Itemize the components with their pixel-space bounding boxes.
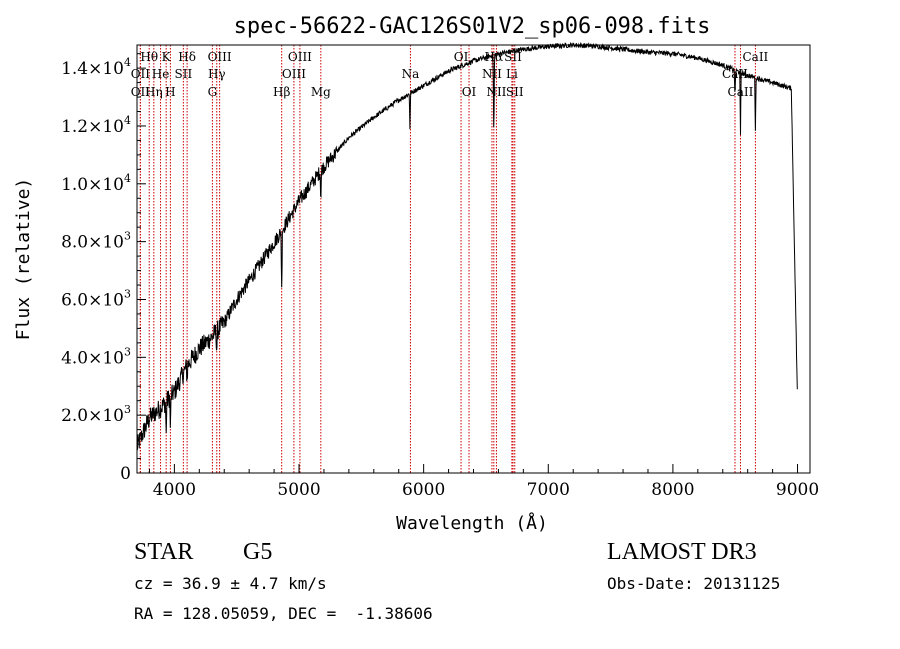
x-tick-label: 9000 bbox=[776, 480, 819, 500]
chart-title: spec-56622-GAC126S01V2_sp06-098.fits bbox=[234, 14, 711, 39]
line-label-oii: OII bbox=[131, 85, 151, 99]
line-label-hδ: Hδ bbox=[178, 50, 196, 64]
line-label-hα: Hα bbox=[485, 50, 504, 64]
line-label-k: K bbox=[162, 50, 172, 64]
y-axis: 0 2.0×103 4.0×103 6.0×103 8.0×103 1.0×104 1.2×… bbox=[61, 53, 146, 484]
line-label-hγ: Hγ bbox=[208, 67, 226, 81]
redshift-value: cz = 36.9 ± 4.7 km/s bbox=[134, 574, 327, 593]
y-tick-label: 0 bbox=[120, 464, 131, 484]
line-label-na: Na bbox=[402, 67, 420, 81]
line-label-caii: CaII bbox=[728, 85, 754, 99]
y-axis-label: Flux (relative) bbox=[13, 178, 34, 341]
x-axis: 4000 5000 6000 7000 8000 9000 bbox=[148, 464, 819, 500]
object-subclass: G5 bbox=[243, 539, 273, 565]
line-label-hη: Hη bbox=[145, 85, 163, 99]
y-tick-label: 1.2×104 bbox=[61, 114, 131, 137]
line-label-sii: SII bbox=[504, 50, 522, 64]
line-label-nii: NII bbox=[482, 67, 502, 81]
line-label-g: G bbox=[208, 85, 218, 99]
line-label-h: H bbox=[165, 85, 175, 99]
y-tick-label: 8.0×103 bbox=[61, 230, 131, 253]
y-tick-label: 1.4×104 bbox=[61, 56, 131, 79]
x-axis-label: Wavelength (Å) bbox=[396, 512, 548, 534]
line-label-he: He bbox=[152, 67, 170, 81]
line-label-nii: NII bbox=[486, 85, 506, 99]
spectrum-line bbox=[136, 41, 798, 451]
y-tick-label: 2.0×103 bbox=[61, 403, 131, 426]
y-tick-label: 1.0×104 bbox=[61, 172, 131, 195]
spectral-line-markers bbox=[139, 45, 756, 473]
y-tick-label: 6.0×103 bbox=[61, 287, 131, 310]
line-label-li: Li bbox=[506, 67, 518, 81]
line-label-oiii: OIII bbox=[208, 50, 232, 64]
line-label-oiii: OIII bbox=[282, 67, 306, 81]
line-label-caii: CaII bbox=[742, 50, 768, 64]
object-class: STAR bbox=[134, 539, 194, 565]
line-label-mg: Mg bbox=[311, 85, 331, 99]
line-label-oiii: OIII bbox=[288, 50, 312, 64]
line-label-hθ: Hθ bbox=[140, 50, 158, 64]
x-tick-label: 7000 bbox=[527, 480, 570, 500]
x-tick-label: 6000 bbox=[402, 480, 445, 500]
line-label-oi: OI bbox=[454, 50, 469, 64]
survey-name: LAMOST DR3 bbox=[607, 539, 757, 565]
obs-date: Obs-Date: 20131125 bbox=[607, 574, 781, 593]
line-label-sii: SII bbox=[175, 67, 193, 81]
plot-frame bbox=[136, 44, 811, 474]
line-label-caii: CaII bbox=[722, 67, 748, 81]
spectrum-line-group bbox=[136, 41, 798, 451]
x-tick-label: 5000 bbox=[277, 480, 320, 500]
x-tick-label: 8000 bbox=[651, 480, 694, 500]
line-label-sii: SII bbox=[506, 85, 524, 99]
y-tick-label: 4.0×103 bbox=[61, 345, 131, 368]
line-label-hβ: Hβ bbox=[273, 85, 290, 99]
x-tick-label: 4000 bbox=[153, 480, 196, 500]
line-label-oii: OII bbox=[131, 67, 151, 81]
spectral-line-labels: HθOIIOIIHηHeKHSIIHδGHγOIIIHβOIIIOIIIMgNa… bbox=[131, 50, 769, 99]
line-label-oi: OI bbox=[462, 85, 477, 99]
coordinates: RA = 128.05059, DEC = -1.38606 bbox=[134, 604, 433, 623]
